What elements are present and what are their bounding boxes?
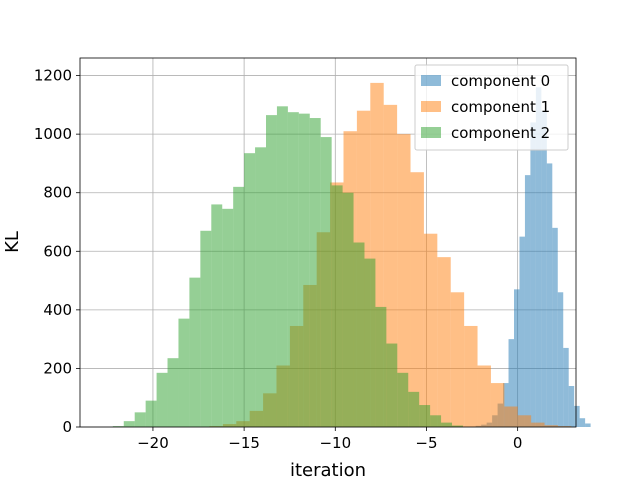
histogram-bar [568, 386, 575, 427]
histogram-bar [298, 113, 310, 428]
histogram-bar [531, 422, 545, 427]
legend: component 0 component 1 component 2 [414, 64, 569, 151]
histogram-bar [200, 230, 212, 427]
histogram-bar [477, 365, 491, 427]
histogram-bar [397, 134, 411, 427]
series-2-bars [112, 106, 463, 428]
histogram-bar [287, 112, 299, 427]
histogram-bar [156, 372, 168, 427]
x-axis-label: iteration [290, 460, 366, 480]
y-tick-label-2: 400 [43, 301, 72, 319]
histogram-bar [504, 406, 518, 427]
histogram-bar [437, 257, 451, 427]
histogram-bar [585, 423, 591, 427]
x-axis-ticks: −20 −15 −10 −5 0 [137, 427, 522, 452]
legend-label-1: component 1 [451, 98, 550, 116]
histogram-bar [320, 137, 332, 428]
histogram-bar [353, 242, 365, 427]
histogram-bar [266, 115, 277, 427]
histogram-bar [519, 236, 525, 427]
histogram-bar [514, 289, 520, 427]
histogram-bar [579, 418, 586, 427]
histogram-bar [178, 318, 190, 427]
y-tick-label-5: 1000 [34, 125, 72, 143]
x-tick-label-4: 0 [513, 434, 523, 452]
histogram-bar [503, 383, 509, 427]
histogram-bar [364, 258, 376, 427]
histogram-bar [530, 122, 536, 427]
histogram-bar [524, 175, 531, 427]
histogram-bar [423, 233, 438, 427]
histogram-bar [563, 347, 569, 427]
histogram-bar [276, 106, 288, 428]
histogram-bar [375, 306, 387, 427]
y-tick-label-4: 800 [43, 184, 72, 202]
histogram-bar [419, 405, 431, 427]
histogram-bar [255, 147, 266, 428]
legend-swatch-1 [421, 101, 441, 112]
histogram-bar [123, 421, 135, 427]
histogram-bar [222, 208, 234, 427]
y-tick-label-0: 0 [62, 418, 72, 436]
x-tick-label-1: −15 [228, 434, 260, 452]
x-tick-label-2: −10 [319, 434, 351, 452]
legend-swatch-0 [421, 75, 441, 86]
legend-label-2: component 2 [451, 124, 550, 142]
histogram-bar [544, 425, 558, 427]
y-tick-label-1: 200 [43, 359, 72, 377]
plot-frame [79, 57, 577, 428]
histogram-bar [546, 163, 553, 427]
legend-swatch-2 [421, 127, 441, 138]
y-tick-label-3: 600 [43, 242, 72, 260]
histogram-bar [408, 391, 420, 427]
histogram-bar [145, 400, 157, 427]
histogram-bar [386, 343, 398, 427]
histogram-bar [309, 118, 321, 428]
histogram-bar [552, 227, 558, 427]
legend-label-0: component 0 [451, 72, 550, 90]
histogram-bar [430, 415, 442, 427]
histogram-bar [342, 192, 354, 427]
histogram-bar [167, 358, 179, 427]
x-tick-label-0: −20 [137, 434, 169, 452]
histogram-bar [450, 292, 465, 427]
histogram-bar [490, 383, 505, 427]
histogram-bar [557, 426, 572, 427]
histogram-bar [331, 185, 343, 427]
y-axis-label: KL [2, 231, 23, 253]
histogram-bar [541, 110, 547, 427]
y-axis-ticks: 0 200 400 600 800 1000 1200 [34, 67, 80, 436]
histogram-bar [189, 277, 201, 427]
histogram-bar [112, 426, 124, 427]
histogram-bar [508, 339, 514, 427]
histogram-bar [574, 405, 580, 427]
histogram-bar [464, 325, 478, 427]
histogram-bar [397, 372, 409, 427]
y-tick-label-6: 1200 [34, 67, 72, 85]
histogram-bar [233, 186, 245, 427]
histogram-bar [535, 87, 542, 428]
histogram-bar [557, 292, 564, 427]
legend-box [414, 64, 569, 151]
histogram-bar [410, 172, 424, 427]
histogram-bar [211, 204, 223, 427]
histogram-bar [452, 425, 463, 427]
x-tick-label-3: −5 [415, 434, 437, 452]
histogram-bars [112, 82, 591, 428]
histogram-bar [441, 422, 452, 427]
histogram-bar [244, 153, 256, 427]
histogram-bar [134, 412, 146, 427]
histogram-bar [517, 415, 532, 427]
